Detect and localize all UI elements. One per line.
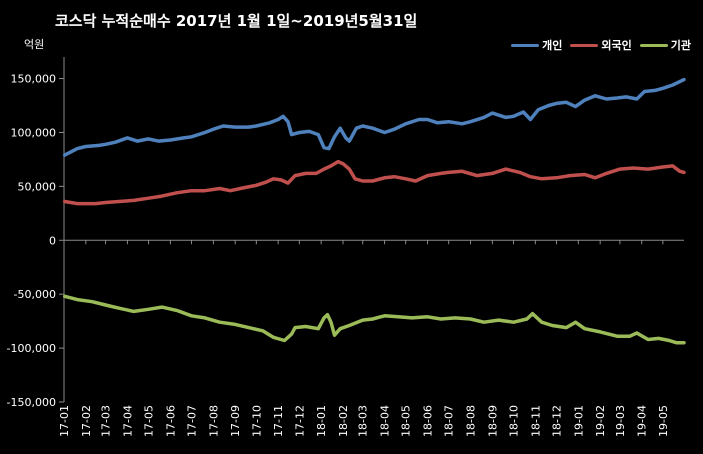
x-tick-label: 19-05: [657, 405, 670, 437]
x-tick-label: 19-02: [594, 405, 607, 437]
x-tick-label: 18-09: [486, 405, 499, 437]
x-tick-label: 17-09: [229, 405, 242, 437]
legend-label-individual: 개인: [542, 39, 563, 52]
y-tick-label: -50,000: [14, 288, 56, 301]
x-tick-label: 18-06: [422, 405, 435, 437]
y-tick-label: 50,000: [18, 180, 57, 193]
x-tick-label: 18-08: [465, 405, 478, 437]
legend-swatch-institution: [639, 43, 668, 47]
y-tick-label: 150,000: [11, 73, 57, 86]
series-line-institution: [62, 294, 686, 345]
y-tick-label: -150,000: [7, 396, 56, 409]
chart-series-lines: [62, 77, 686, 345]
x-tick-label: 18-04: [379, 405, 392, 437]
y-axis-unit-label: 억원: [24, 38, 45, 51]
x-tick-label: 18-11: [529, 405, 542, 437]
chart-legend: 개인 외국인 기관: [511, 37, 691, 53]
series-line-individual: [62, 77, 686, 157]
legend-label-institution: 기관: [670, 39, 691, 52]
x-tick-label: 17-01: [58, 405, 71, 437]
y-tick-label: -100,000: [7, 342, 56, 355]
legend-swatch-foreign: [570, 43, 599, 47]
x-tick-label: 17-10: [250, 405, 263, 437]
legend-label-foreign: 외국인: [601, 39, 632, 52]
x-tick-label: 19-03: [614, 405, 627, 437]
x-tick-label: 19-01: [572, 405, 585, 437]
y-tick-label: 100,000: [11, 126, 57, 139]
legend-item-individual: 개인: [511, 37, 562, 53]
x-tick-label: 17-03: [100, 405, 113, 437]
x-tick-label: 17-06: [164, 405, 177, 437]
chart-axes: 150,000 100,000 50,000 0 -50,000 -100,000 -150…: [7, 57, 684, 437]
x-tick-label: 17-04: [121, 405, 134, 437]
x-tick-label: 17-02: [80, 405, 93, 437]
x-tick-label: 17-08: [207, 405, 220, 437]
x-tick-label: 18-02: [337, 405, 350, 437]
x-tick-label: 18-01: [315, 405, 328, 437]
x-tick-label: 18-07: [443, 405, 456, 437]
x-tick-label: 17-11: [272, 405, 285, 437]
y-tick-label: 0: [49, 234, 56, 247]
chart-title: 코스닥 누적순매수 2017년 1월 1일~2019년5월31일: [55, 12, 418, 30]
x-tick-label: 18-05: [400, 405, 413, 437]
x-tick-label: 19-04: [636, 405, 649, 437]
x-tick-label: 18-03: [357, 405, 370, 437]
x-tick-label: 17-05: [143, 405, 156, 437]
legend-swatch-individual: [511, 43, 540, 47]
x-tick-label: 18-12: [550, 405, 563, 437]
x-tick-label: 18-10: [508, 405, 521, 437]
x-tick-label: 17-07: [186, 405, 199, 437]
legend-item-foreign: 외국인: [570, 37, 632, 53]
x-tick-label: 17-12: [293, 405, 306, 437]
legend-item-institution: 기관: [639, 37, 691, 53]
series-line-foreign: [62, 159, 686, 206]
